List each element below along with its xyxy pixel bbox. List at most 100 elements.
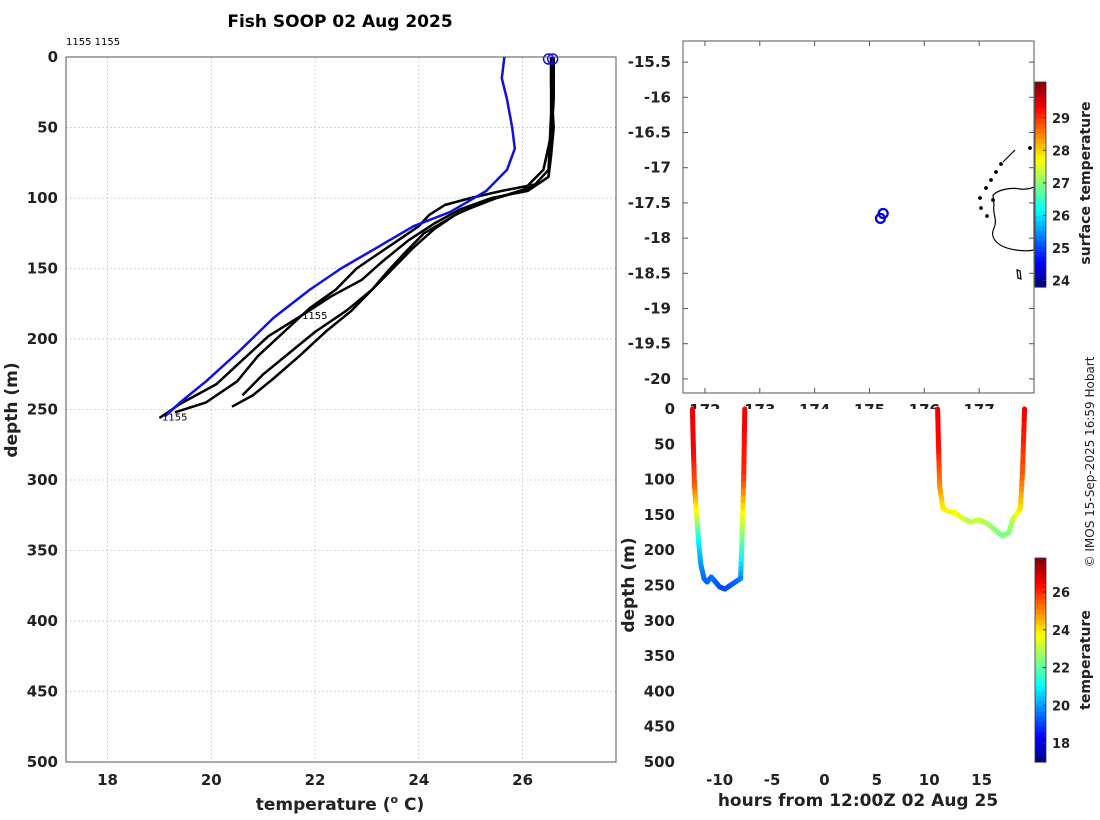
island-outline: [991, 186, 1035, 252]
credit-text: © IMOS 15-Sep-2025 16:59 Hobart: [1083, 356, 1097, 567]
colorbar-segment: [1035, 558, 1046, 564]
map-plot: -15.5 -16 -16.5 -17 -17.5 -18 -18.5 -19 -19.5 -20…: [628, 40, 1094, 419]
colorbar-segment: [1035, 563, 1046, 569]
colorbar-segment: [1035, 194, 1046, 201]
colorbar-segment: [1035, 593, 1046, 600]
colorbar-segment: [1035, 179, 1046, 186]
map-y-tick-label: -18: [644, 229, 671, 247]
map-y-tick-label: -16.5: [628, 124, 671, 142]
colorbar-segment: [1035, 746, 1046, 753]
climatology-line: [163, 56, 517, 418]
colorbar-segment: [1035, 107, 1046, 114]
colorbar-segment: [1035, 174, 1046, 180]
x-axis-label: temperature (o C): [256, 793, 425, 815]
map-y-tick-label: -15.5: [628, 53, 671, 71]
x-axis-label-sup: o: [391, 793, 399, 806]
time-x-tick-label: 0: [819, 771, 829, 789]
colorbar-segment: [1035, 281, 1046, 288]
colorbar-segment: [1035, 271, 1046, 278]
colorbar-tick-label: 28: [1052, 144, 1070, 159]
colorbar-segment: [1035, 726, 1046, 732]
surface-temperature-colorbar-label: surface temperature: [1078, 101, 1094, 264]
time-y-tick-label: 100: [644, 471, 675, 489]
islet-outline: [1016, 269, 1022, 280]
map-frame: [682, 40, 1035, 394]
y-tick-label: 250: [27, 401, 58, 419]
surface-marker: [542, 53, 555, 65]
cast-label: 1155: [302, 311, 327, 322]
colorbar-segment: [1035, 158, 1046, 165]
time-x-tick-label: -5: [764, 771, 781, 789]
plot-frame: [65, 56, 617, 763]
islet-dot: [991, 198, 995, 202]
grid-lines: [66, 56, 616, 763]
colorbar-tick-label: 22: [1052, 662, 1070, 677]
colorbar-segment: [1035, 649, 1046, 656]
colorbar-segment: [1035, 133, 1046, 139]
time-y-tick-label: 500: [644, 753, 675, 771]
profile-lines: 1155 1155: [158, 53, 559, 424]
time-x-tick-label: 10: [919, 771, 940, 789]
colorbar-segment: [1035, 736, 1046, 743]
colorbar-segment: [1035, 639, 1046, 646]
colorbar-frame: [1034, 557, 1047, 763]
colorbar-segment: [1035, 82, 1046, 88]
x-axis-label-tail: C): [398, 795, 424, 815]
colorbar-tick-label: 29: [1052, 112, 1070, 127]
profile-line: [241, 57, 553, 397]
colorbar-segment: [1035, 138, 1046, 145]
colorbar-segment: [1035, 266, 1046, 273]
time-y-tick-label: 50: [654, 435, 675, 453]
map-y-tick-label: -16: [644, 88, 671, 106]
colorbar-segment: [1035, 711, 1046, 717]
colorbar-segment: [1035, 670, 1046, 676]
colorbar-segment: [1035, 675, 1046, 681]
colorbar-segment: [1035, 97, 1046, 104]
colorbar-segment: [1035, 685, 1046, 692]
colorbar-segment: [1035, 731, 1046, 738]
time-y-tick-label: 450: [644, 718, 675, 736]
temperature-colorbar-label: temperature: [1078, 610, 1094, 710]
colorbar-segment: [1035, 102, 1046, 109]
colorbar-segment: [1035, 624, 1046, 630]
map-y-tick-label: -19: [644, 300, 671, 318]
colorbar-segment: [1035, 205, 1046, 211]
colorbar-segment: [1035, 578, 1046, 585]
coastline: [978, 146, 1035, 280]
x-tick-label: 18: [97, 771, 118, 789]
time-plot-background: [683, 409, 1034, 762]
colorbar-segment: [1035, 751, 1046, 758]
colorbar-segment: [1035, 609, 1046, 615]
colorbar-segment: [1035, 721, 1046, 727]
surface-marker: [546, 53, 559, 65]
colorbar-segment: [1035, 695, 1046, 702]
map-y-tick-label: -20: [644, 370, 671, 388]
y-tick-label: 450: [27, 683, 58, 701]
depth-time-plot: 0 50 100 150 200 250 300 350 400 450 500 -10 -5 0 5 10 1…: [619, 400, 1094, 811]
colorbar-segment: [1035, 235, 1046, 242]
colorbar-segment: [1035, 148, 1046, 155]
time-y-tick-label: 250: [644, 577, 675, 595]
plot-background: [66, 57, 616, 762]
islet-dot: [984, 186, 988, 190]
islet-dot: [979, 206, 983, 210]
colorbar-segment: [1035, 164, 1046, 170]
y-tick-label: 400: [27, 612, 58, 630]
colorbar-segment: [1035, 598, 1046, 605]
time-y-axis-label: depth (m): [619, 537, 639, 632]
colorbar-segment: [1035, 251, 1046, 257]
islet-dot: [989, 178, 993, 182]
time-y-tick-label: 300: [644, 612, 675, 630]
map-background: [683, 41, 1034, 393]
colorbar-segment: [1035, 644, 1046, 651]
colorbar-segment: [1035, 123, 1046, 129]
colorbar-segment: [1035, 261, 1046, 268]
x-axis-label-main: temperature (: [256, 795, 391, 815]
colorbar-segment: [1035, 112, 1046, 119]
map-y-tick-label: -17: [644, 159, 671, 177]
x-tick-label: 24: [408, 771, 429, 789]
time-axis-ticks: 0 50 100 150 200 250 300 350 400 450 500 -10 -5 0 5 10 1…: [644, 400, 992, 789]
time-x-tick-label: 15: [971, 771, 992, 789]
y-tick-label: 0: [48, 48, 58, 66]
temperature-colorbar: 18 20 22 24 26: [1034, 557, 1070, 763]
